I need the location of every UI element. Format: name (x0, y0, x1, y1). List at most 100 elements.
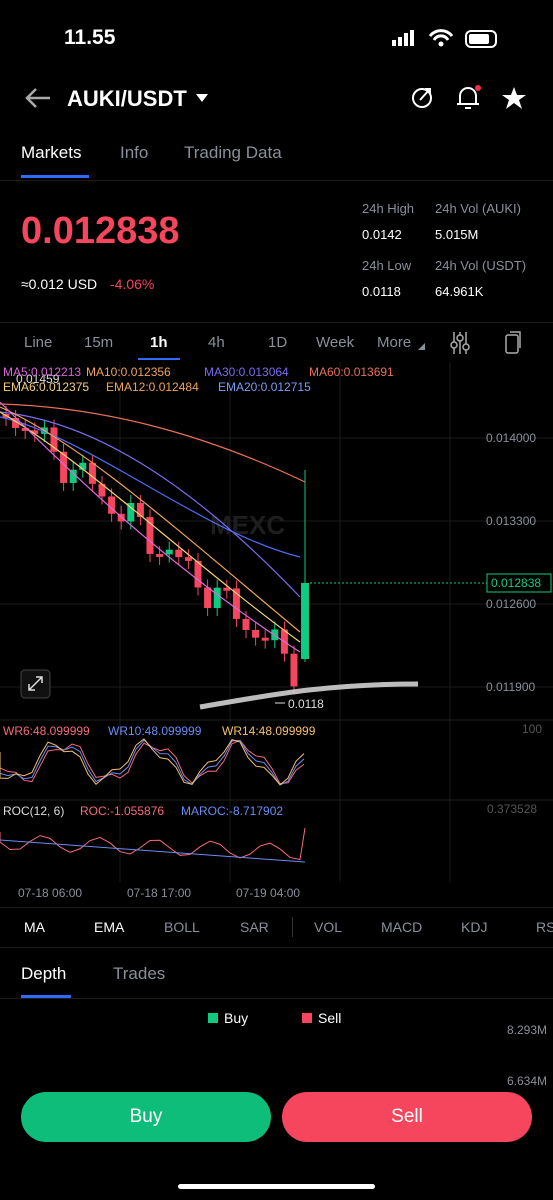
indicator[interactable]: VOL (314, 919, 343, 935)
candle-body (213, 587, 221, 609)
tab[interactable]: Info (120, 143, 149, 162)
approx-price: ≈0.012 USD (21, 276, 98, 292)
tab[interactable]: Markets (21, 143, 82, 162)
indicator[interactable]: BOLL (164, 919, 200, 935)
interval[interactable]: 1D (268, 334, 288, 351)
interval[interactable]: 15m (84, 334, 114, 351)
tab[interactable]: Trading Data (184, 143, 282, 162)
interval[interactable]: Line (24, 334, 53, 351)
stat-value: 0.0118 (362, 284, 401, 299)
legend-swatch (208, 1013, 218, 1023)
divider (0, 907, 553, 908)
legend-label: Sell (318, 1010, 342, 1026)
wr-legend: WR14:48.099999 (222, 724, 316, 738)
candle-body (108, 496, 116, 514)
time-axis-label: 07-19 04:00 (236, 886, 300, 900)
candle-body (252, 629, 260, 638)
tab-underline (21, 995, 71, 998)
legend-swatch (302, 1013, 312, 1023)
tab-underline (21, 175, 89, 178)
candle-body (21, 427, 29, 431)
interval-underline (138, 358, 180, 360)
legend-label: Buy (224, 1010, 249, 1026)
candle-body (69, 469, 77, 483)
candle-body (242, 618, 250, 630)
ma-legend: EMA6:0.012375 (3, 380, 89, 394)
candle-body (165, 549, 173, 555)
status-time: 11.55 (64, 26, 116, 49)
interval[interactable]: Week (316, 334, 355, 351)
roc-line (0, 827, 306, 861)
kline-chart: MEXC 0.014000 0.013300 0.012600 0.011900 0.01… (0, 362, 553, 900)
button-label: Sell (391, 1106, 423, 1127)
indicator[interactable]: RS (536, 919, 553, 935)
price-axis-label: 0.013300 (486, 514, 536, 528)
divider (0, 322, 553, 323)
wr-axis: 100 (522, 722, 542, 736)
price-axis-label: 0.014000 (486, 431, 536, 445)
time-axis-label: 07-18 17:00 (127, 886, 191, 900)
roc-axis: 0.373528 (487, 802, 537, 816)
wr-line (0, 738, 305, 786)
high-label: 0.01459 (16, 372, 60, 386)
candle-body (175, 549, 183, 558)
ma-legend: EMA12:0.012484 (106, 380, 199, 394)
candle-body (127, 502, 135, 522)
candle-body (79, 462, 87, 470)
candle-body (117, 513, 125, 522)
interval[interactable]: 4h (208, 334, 225, 351)
depth-tab[interactable]: Depth (21, 964, 67, 983)
indicator[interactable]: EMA (94, 919, 125, 935)
ma-legend: MA10:0.012356 (86, 365, 171, 379)
indicator[interactable]: MA (24, 919, 45, 935)
interval[interactable]: More (377, 334, 412, 351)
chart-tools[interactable] (450, 330, 530, 356)
candle-body (60, 451, 68, 483)
last-price: 0.012838 (21, 210, 180, 252)
candle-body (88, 462, 96, 484)
stat-label: 24h High (362, 201, 415, 216)
sell-button[interactable]: Sell (282, 1092, 532, 1142)
roc-legend: ROC(12, 6) (3, 804, 64, 818)
header-icons[interactable] (405, 84, 535, 114)
ma-line (0, 401, 301, 653)
button-label: Buy (129, 1106, 163, 1127)
wr-legend: WR10:48.099999 (108, 724, 202, 738)
candle-body (156, 553, 164, 557)
status-icons (392, 29, 497, 48)
ma-line (0, 411, 301, 598)
roc-legend: MAROC:-8.717902 (181, 804, 283, 818)
ma-line (0, 406, 301, 633)
stat-label: 24h Vol (USDT) (435, 258, 527, 273)
ma-line (0, 411, 301, 643)
ma-legend: MA5:0.012213 (3, 365, 81, 379)
scribble (199, 681, 419, 710)
candle-body (301, 583, 309, 659)
separator (292, 917, 293, 937)
depth-tab[interactable]: Trades (113, 964, 166, 983)
stat-label: 24h Low (362, 258, 412, 273)
indicator[interactable]: MACD (381, 919, 423, 935)
ma-line (0, 416, 301, 558)
candle-body (50, 427, 58, 452)
indicator[interactable]: SAR (240, 919, 269, 935)
ma-line (0, 403, 306, 483)
stat-value: 0.0142 (362, 227, 402, 242)
ma-legend: EMA20:0.012715 (218, 380, 311, 394)
dropdown[interactable] (195, 92, 209, 104)
pair-title[interactable]: AUKI/USDT (67, 86, 187, 111)
divider (0, 947, 553, 948)
wr-line (0, 739, 305, 785)
more-arrow (418, 343, 425, 350)
price-change: -4.06% (110, 276, 155, 292)
interval[interactable]: 1h (150, 334, 168, 351)
back-arrow[interactable] (22, 84, 54, 112)
watermark: MEXC (210, 510, 285, 540)
indicator[interactable]: KDJ (461, 919, 488, 935)
candle-body (261, 637, 269, 641)
buy-button[interactable]: Buy (21, 1092, 271, 1142)
maroc-line (0, 839, 306, 863)
ma-legend: MA30:0.013064 (204, 365, 289, 379)
low-label: 0.0118 (288, 697, 324, 711)
